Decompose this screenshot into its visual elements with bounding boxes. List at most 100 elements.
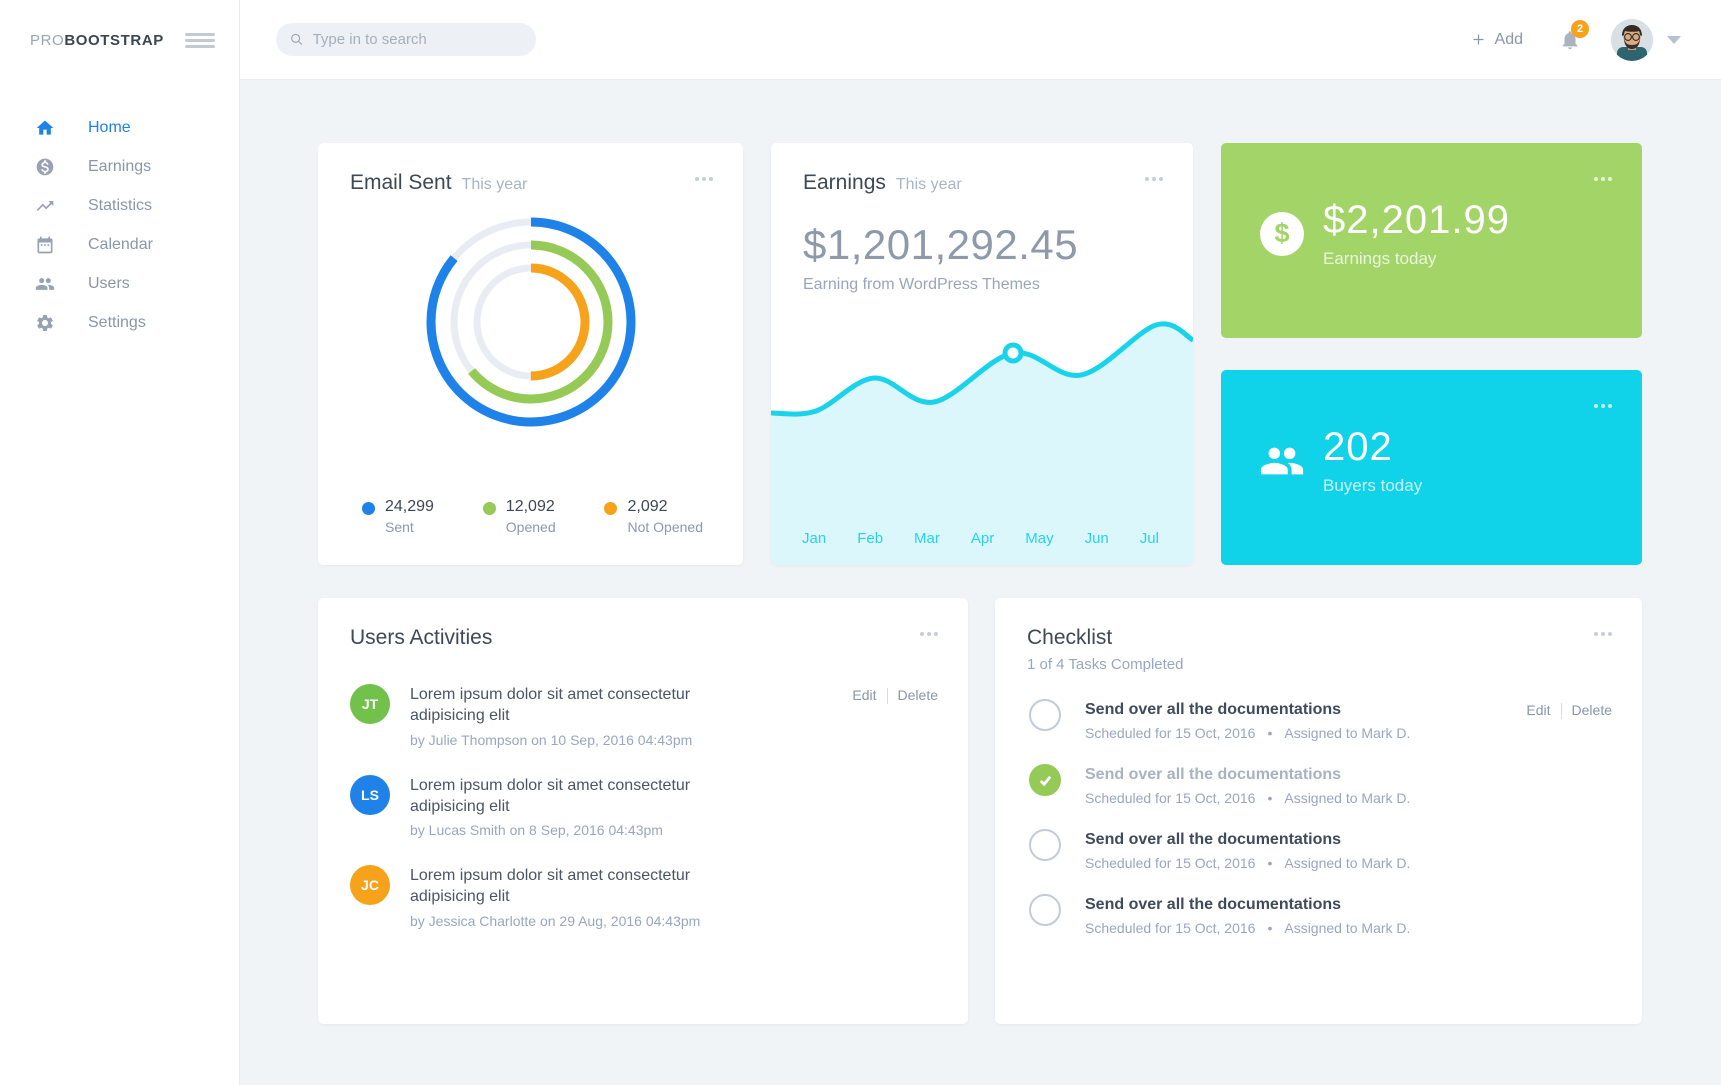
email-donut-chart	[426, 217, 635, 427]
avatar: LS	[350, 774, 390, 815]
earnings-today-amount: $2,201.99	[1323, 198, 1510, 242]
card-menu-button[interactable]	[1587, 628, 1616, 640]
card-menu-button[interactable]	[1138, 173, 1167, 185]
checklist-row: Send over all the documentations Schedul…	[1029, 699, 1612, 741]
activity-meta: by Lucas Smith on 8 Sep, 2016 04:43pm	[410, 822, 663, 839]
sidebar-item-settings[interactable]: Settings	[0, 303, 239, 342]
notification-badge: 2	[1571, 19, 1589, 38]
month-label: May	[1025, 530, 1054, 547]
sidebar-item-statistics[interactable]: Statistics	[0, 186, 239, 225]
add-button-label: Add	[1494, 30, 1523, 48]
buyers-today-label: Buyers today	[1323, 476, 1423, 495]
check-icon	[1039, 775, 1051, 786]
month-label: Mar	[914, 530, 940, 547]
hamburger-menu-icon[interactable]	[185, 26, 215, 55]
earnings-today-card: $ $2,201.99 Earnings today	[1221, 143, 1642, 338]
activity-text: Lorem ipsum dolor sit amet consectetur a…	[410, 686, 691, 725]
card-menu-button[interactable]	[688, 173, 717, 185]
task-title: Send over all the documentations	[1085, 831, 1342, 848]
buyers-today-count: 202	[1323, 425, 1393, 469]
gear-icon	[37, 314, 53, 331]
checklist-row: Send over all the documentations Schedul…	[1029, 894, 1612, 936]
legend-dot-opened	[482, 502, 496, 515]
card-title: Email Sent	[350, 171, 452, 194]
brand-logo-bootstrap: BOOTSTRAP	[64, 31, 164, 49]
area-chart-svg	[771, 321, 1193, 565]
dollar-circle-icon: $	[1259, 211, 1305, 256]
card-subtitle: This year	[895, 176, 962, 193]
search-icon	[291, 33, 303, 45]
card-menu-button[interactable]	[1587, 400, 1616, 412]
earnings-caption: Earning from WordPress Themes	[803, 276, 1040, 293]
task-checkbox[interactable]	[1029, 829, 1061, 861]
month-label: Apr	[970, 530, 995, 547]
edit-button[interactable]: Edit	[1526, 702, 1551, 718]
task-meta: Scheduled for 15 Oct, 2016 • Assigned to M…	[1085, 790, 1411, 806]
activity-text: Lorem ipsum dolor sit amet consectetur a…	[410, 776, 691, 815]
dollar-circle-icon	[36, 158, 54, 175]
legend-label: Opened	[505, 519, 556, 535]
sidebar-item-home[interactable]: Home	[0, 108, 239, 147]
delete-button[interactable]: Delete	[897, 687, 938, 703]
card-menu-button[interactable]	[1587, 173, 1616, 185]
card-title: Checklist	[1027, 626, 1113, 649]
checklist-row: Send over all the documentations Schedul…	[1029, 829, 1612, 871]
legend-dot-not-opened	[604, 502, 618, 515]
legend-item-not-opened: 2,092 Not Opened	[604, 498, 703, 535]
sidebar-item-label: Calendar	[88, 235, 153, 253]
card-title: Users Activities	[350, 626, 493, 649]
sidebar-nav: Home Earnings Statistics Calendar Users …	[0, 108, 239, 342]
add-button[interactable]: Add	[1471, 31, 1523, 49]
sidebar-item-label: Statistics	[88, 196, 153, 214]
activity-meta: by Julie Thompson on 10 Sep, 2016 04:43p…	[410, 731, 693, 748]
activity-text: Lorem ipsum dolor sit amet consectetur a…	[410, 867, 691, 906]
brand-logo-pro: PRO	[30, 31, 65, 49]
avatar: JT	[350, 684, 390, 724]
legend-item-opened: 12,092 Opened	[482, 498, 556, 535]
card-title: Earnings	[803, 171, 886, 194]
home-icon	[36, 120, 54, 135]
buyers-today-card: 202 Buyers today	[1221, 370, 1642, 565]
edit-button[interactable]: Edit	[852, 687, 877, 703]
avatar-image	[1611, 18, 1653, 61]
brand-logo: PROBOOTSTRAP	[30, 32, 164, 49]
task-meta: Scheduled for 15 Oct, 2016 • Assigned to M…	[1085, 855, 1411, 871]
earnings-area-chart: Jan Feb Mar Apr May Jun Jul	[771, 320, 1193, 565]
legend-value: 12,092	[505, 498, 555, 515]
task-title: Send over all the documentations	[1085, 701, 1342, 718]
task-meta: Scheduled for 15 Oct, 2016 • Assigned to M…	[1085, 920, 1411, 936]
earnings-amount: $1,201,292.45	[803, 221, 1079, 268]
notifications-button[interactable]: 2	[1559, 19, 1589, 51]
chevron-down-icon[interactable]	[1667, 35, 1681, 44]
activity-meta: by Jessica Charlotte on 29 Aug, 2016 04:…	[410, 912, 701, 929]
delete-button[interactable]: Delete	[1571, 702, 1612, 718]
user-avatar[interactable]	[1611, 18, 1653, 61]
month-label: Jan	[802, 530, 827, 547]
task-meta: Scheduled for 15 Oct, 2016 • Assigned to M…	[1085, 725, 1411, 741]
task-checkbox[interactable]	[1029, 894, 1061, 926]
legend-value: 24,299	[385, 498, 434, 515]
search-box[interactable]	[276, 23, 536, 56]
sidebar-item-calendar[interactable]: Calendar	[0, 225, 239, 264]
checklist-progress: 1 of 4 Tasks Completed	[1027, 656, 1184, 673]
users-activities-card: Users Activities JT Lorem ipsum dolor si…	[318, 598, 968, 1024]
earnings-today-label: Earnings today	[1323, 249, 1437, 268]
card-subtitle: This year	[461, 176, 528, 193]
legend-dot-sent	[362, 502, 375, 515]
legend-label: Sent	[385, 519, 414, 535]
search-input[interactable]	[312, 31, 522, 48]
avatar: JC	[350, 865, 390, 906]
sidebar-item-users[interactable]: Users	[0, 264, 239, 303]
legend-label: Not Opened	[627, 519, 703, 535]
task-checkbox[interactable]	[1029, 699, 1061, 731]
activity-row: JT Lorem ipsum dolor sit amet consectetu…	[350, 684, 938, 748]
sidebar-item-earnings[interactable]: Earnings	[0, 147, 239, 186]
month-label: Jun	[1084, 530, 1109, 547]
sidebar-item-label: Earnings	[88, 157, 152, 175]
users-icon	[1259, 438, 1305, 484]
sidebar-item-label: Users	[88, 274, 130, 292]
task-checkbox-checked[interactable]	[1029, 764, 1061, 796]
earnings-card: Earnings This year $1,201,292.45 Earning…	[771, 143, 1193, 565]
trending-up-icon	[36, 200, 54, 211]
card-menu-button[interactable]	[913, 628, 942, 640]
